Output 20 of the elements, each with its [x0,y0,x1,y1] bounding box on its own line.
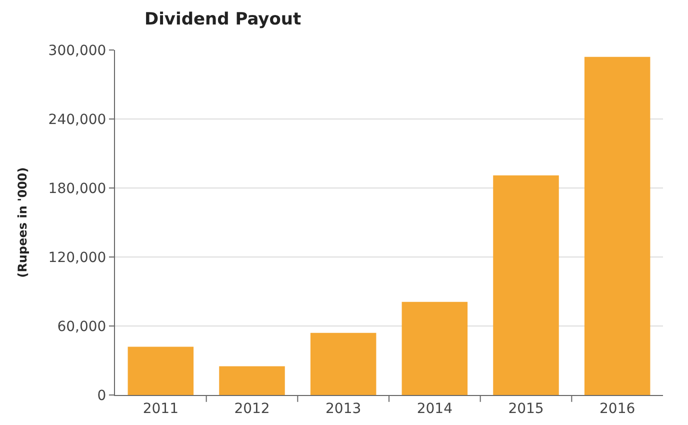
y-axis-title: (Rupees in '000) [16,167,30,278]
bar [310,332,376,395]
y-tick-label: 60,000 [57,318,106,335]
x-tick-label: 2013 [326,400,362,417]
x-tick-label: 2014 [416,400,453,417]
y-tick-label: 0 [97,388,106,404]
x-tick-label: 2011 [142,400,178,417]
y-tick-label: 120,000 [48,250,106,266]
y-tick-label: 180,000 [48,180,106,197]
bar [402,302,468,395]
y-tick-label: 240,000 [48,112,106,128]
bar [493,175,559,395]
chart-title: Dividend Payout [144,10,302,30]
x-tick-label: 2012 [234,400,270,417]
x-tick-label: 2015 [508,400,544,417]
bar [584,56,650,395]
x-tick-label: 2016 [600,400,636,417]
y-tick-label: 300,000 [48,42,106,59]
bar [128,346,194,395]
bar [219,366,285,395]
